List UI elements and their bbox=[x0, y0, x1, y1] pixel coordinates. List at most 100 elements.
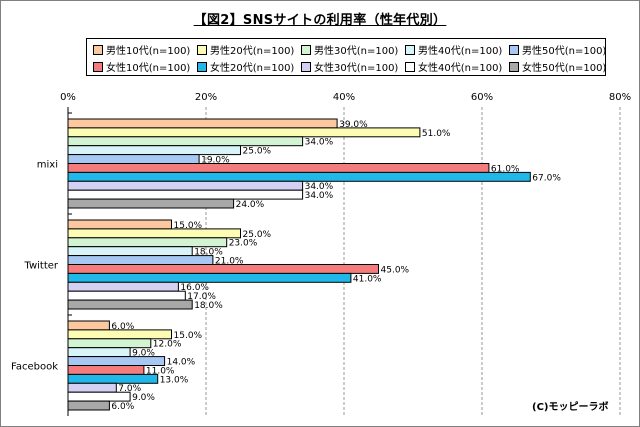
data-label: 61.0% bbox=[491, 164, 520, 174]
legend-label: 男性20代(n=100) bbox=[210, 46, 295, 57]
legend-swatch bbox=[93, 44, 103, 55]
bar bbox=[67, 382, 117, 393]
data-label: 24.0% bbox=[236, 200, 265, 210]
bar bbox=[67, 136, 304, 147]
legend-item: 男性30代(n=100) bbox=[301, 42, 398, 57]
legend: 男性10代(n=100) 男性20代(n=100) 男性30代(n=100) 男性40… bbox=[86, 38, 606, 76]
bar bbox=[67, 255, 214, 266]
data-label: 9.0% bbox=[132, 349, 155, 359]
data-label: 9.0% bbox=[132, 393, 155, 403]
legend-label: 男性50代(n=100) bbox=[522, 46, 607, 57]
data-label: 15.0% bbox=[174, 221, 203, 231]
bar bbox=[67, 219, 172, 230]
bar bbox=[67, 127, 421, 138]
bar bbox=[67, 329, 172, 340]
x-tick-label: 80% bbox=[609, 92, 631, 103]
legend-item: 男性40代(n=100) bbox=[405, 42, 502, 57]
data-label: 39.0% bbox=[339, 120, 368, 130]
legend-swatch bbox=[509, 61, 519, 72]
category-label: mixi bbox=[37, 160, 58, 171]
legend-swatch bbox=[301, 44, 311, 55]
data-label: 6.0% bbox=[111, 402, 134, 412]
legend-label: 女性40代(n=100) bbox=[418, 63, 503, 74]
bar bbox=[67, 373, 159, 384]
bar bbox=[67, 154, 200, 165]
data-label: 19.0% bbox=[201, 156, 230, 166]
category-label: Facebook bbox=[11, 362, 58, 373]
data-label: 13.0% bbox=[160, 375, 189, 385]
legend-item: 女性50代(n=100) bbox=[509, 59, 606, 74]
bar bbox=[67, 299, 193, 310]
bar bbox=[67, 198, 235, 209]
legend-label: 女性50代(n=100) bbox=[522, 63, 607, 74]
legend-label: 男性40代(n=100) bbox=[418, 46, 503, 57]
data-label: 25.0% bbox=[243, 147, 272, 157]
data-label: 34.0% bbox=[305, 182, 334, 192]
legend-item: 男性10代(n=100) bbox=[93, 42, 190, 57]
bar bbox=[67, 264, 379, 274]
legend-swatch bbox=[93, 61, 103, 72]
legend-label: 女性20代(n=100) bbox=[210, 63, 295, 74]
data-label: 18.0% bbox=[194, 248, 223, 258]
bar bbox=[67, 118, 338, 129]
legend-item: 女性40代(n=100) bbox=[405, 59, 502, 74]
bar bbox=[67, 171, 531, 182]
bar bbox=[67, 391, 131, 402]
legend-swatch bbox=[197, 61, 207, 72]
data-label: 17.0% bbox=[187, 292, 216, 302]
data-label: 12.0% bbox=[153, 340, 182, 350]
credit-text: (C)モッピーラボ bbox=[532, 402, 609, 413]
legend-item: 女性10代(n=100) bbox=[93, 59, 190, 74]
legend-swatch bbox=[405, 61, 415, 72]
bar bbox=[67, 145, 241, 156]
data-label: 45.0% bbox=[381, 265, 410, 275]
x-tick-label: 60% bbox=[471, 92, 493, 103]
bar bbox=[67, 320, 110, 331]
legend-swatch bbox=[509, 44, 519, 55]
bar bbox=[67, 290, 186, 301]
bar bbox=[67, 189, 304, 200]
data-label: 34.0% bbox=[305, 138, 334, 148]
legend-item: 男性50代(n=100) bbox=[509, 42, 606, 57]
data-label: 16.0% bbox=[180, 283, 209, 293]
legend-label: 女性30代(n=100) bbox=[314, 63, 399, 74]
legend-label: 男性30代(n=100) bbox=[314, 46, 399, 57]
data-label: 25.0% bbox=[243, 230, 272, 240]
data-label: 18.0% bbox=[194, 301, 223, 311]
data-label: 15.0% bbox=[174, 331, 203, 341]
data-label: 67.0% bbox=[532, 173, 561, 183]
bar bbox=[67, 228, 241, 239]
data-label: 41.0% bbox=[353, 274, 382, 284]
bar bbox=[67, 272, 352, 283]
bar bbox=[67, 347, 131, 358]
data-label: 6.0% bbox=[111, 322, 134, 332]
data-label: 21.0% bbox=[215, 257, 244, 267]
bar bbox=[67, 163, 490, 173]
category-label: Twitter bbox=[23, 261, 58, 272]
x-tick-label: 0% bbox=[60, 92, 76, 103]
data-label: 11.0% bbox=[146, 366, 175, 376]
bar bbox=[67, 338, 152, 349]
x-tick-label: 20% bbox=[195, 92, 217, 103]
legend-swatch bbox=[197, 44, 207, 55]
bar bbox=[67, 356, 166, 367]
data-label: 23.0% bbox=[229, 239, 258, 249]
legend-item: 男性20代(n=100) bbox=[197, 42, 294, 57]
bar bbox=[67, 237, 228, 248]
legend-label: 男性10代(n=100) bbox=[106, 46, 191, 57]
legend-label: 女性10代(n=100) bbox=[106, 63, 191, 74]
legend-swatch bbox=[405, 44, 415, 55]
bar bbox=[67, 281, 179, 292]
bar bbox=[67, 400, 110, 411]
bar bbox=[67, 246, 193, 257]
legend-item: 女性20代(n=100) bbox=[197, 59, 294, 74]
legend-swatch bbox=[301, 61, 311, 72]
x-tick-label: 40% bbox=[333, 92, 355, 103]
chart-title: 【図2】SNSサイトの利用率（性年代別） bbox=[193, 13, 447, 28]
bar bbox=[67, 365, 145, 375]
data-label: 14.0% bbox=[167, 358, 196, 368]
legend-item: 女性30代(n=100) bbox=[301, 59, 398, 74]
bar bbox=[67, 180, 304, 191]
